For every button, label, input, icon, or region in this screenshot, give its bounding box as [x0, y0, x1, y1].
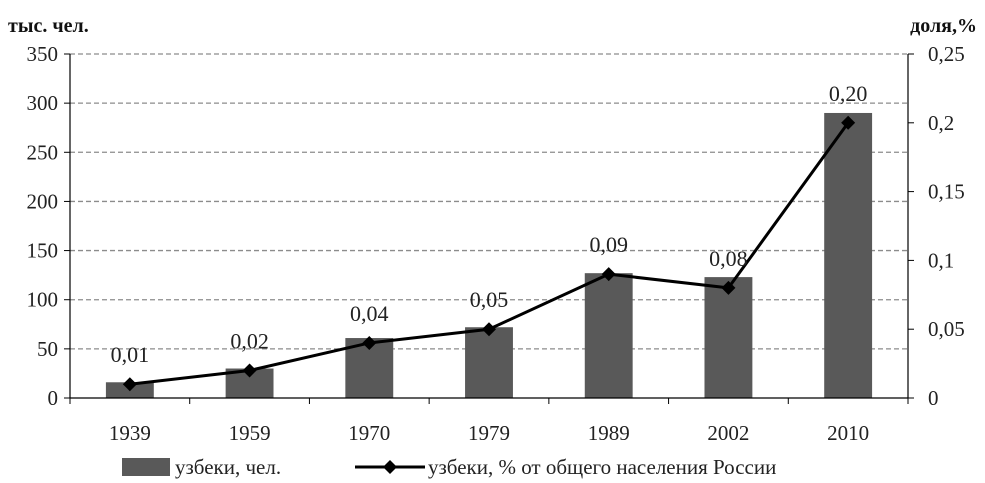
- right-tick-label: 0,1: [928, 248, 954, 272]
- legend: узбеки, чел. узбеки, % от общего населен…: [122, 455, 776, 479]
- right-tick-label: 0: [928, 386, 939, 410]
- right-axis-title: доля,%: [910, 15, 977, 37]
- legend-line-label: узбеки, % от общего населения России: [428, 455, 776, 479]
- right-tick-label: 0,05: [928, 317, 965, 341]
- left-tick-label: 200: [27, 189, 59, 213]
- gridlines: [70, 53, 908, 350]
- legend-bar-swatch: [122, 458, 170, 476]
- bar-series: [105, 112, 873, 398]
- line-marker: [841, 115, 856, 130]
- x-tick-label: 1959: [229, 421, 271, 445]
- tick-labels: 0 50 100 150 200 250 300 350 0 0,05 0,1 0,15 0,2 0,25…: [27, 42, 965, 445]
- line-marker: [482, 322, 496, 337]
- left-tick-label: 50: [37, 337, 58, 361]
- left-axis-title: тыс. чел.: [8, 15, 89, 37]
- bar: [584, 273, 633, 398]
- left-tick-label: 150: [27, 239, 59, 263]
- legend-bar-label: узбеки, чел.: [175, 455, 281, 479]
- x-tick-label: 2002: [707, 421, 749, 445]
- x-tick-label: 1989: [588, 421, 630, 445]
- legend-diamond-marker: [383, 460, 397, 474]
- line-marker: [122, 377, 137, 392]
- x-tick-label: 1979: [468, 421, 510, 445]
- line-marker: [721, 280, 736, 295]
- right-tick-label: 0,2: [928, 111, 954, 135]
- data-label: 0,01: [111, 342, 150, 367]
- line-marker: [601, 267, 616, 282]
- right-tick-label: 0,25: [928, 42, 965, 66]
- x-tick-label: 2010: [827, 421, 869, 445]
- left-tick-label: 0: [48, 386, 59, 410]
- x-tick-label: 1939: [109, 421, 151, 445]
- line-marker: [242, 363, 257, 378]
- data-label: 0,09: [589, 232, 628, 257]
- data-label: 0,05: [470, 287, 509, 312]
- bar: [465, 327, 513, 398]
- data-label: 0,02: [230, 328, 269, 353]
- data-label: 0,08: [709, 246, 748, 271]
- bar: [824, 112, 873, 398]
- data-label: 0,20: [829, 81, 868, 106]
- left-tick-label: 250: [27, 140, 59, 164]
- data-labels: 0,01 0,02 0,04 0,05 0,09 0,08 0,20: [111, 81, 868, 367]
- axes: [64, 53, 914, 404]
- left-tick-label: 350: [27, 42, 59, 66]
- line-series: [122, 115, 856, 392]
- left-tick-label: 100: [27, 288, 59, 312]
- left-tick-label: 300: [27, 91, 59, 115]
- right-tick-label: 0,15: [928, 180, 965, 204]
- x-tick-label: 1970: [348, 421, 390, 445]
- bar: [704, 277, 753, 398]
- line-marker: [362, 335, 377, 350]
- data-label: 0,04: [350, 301, 389, 326]
